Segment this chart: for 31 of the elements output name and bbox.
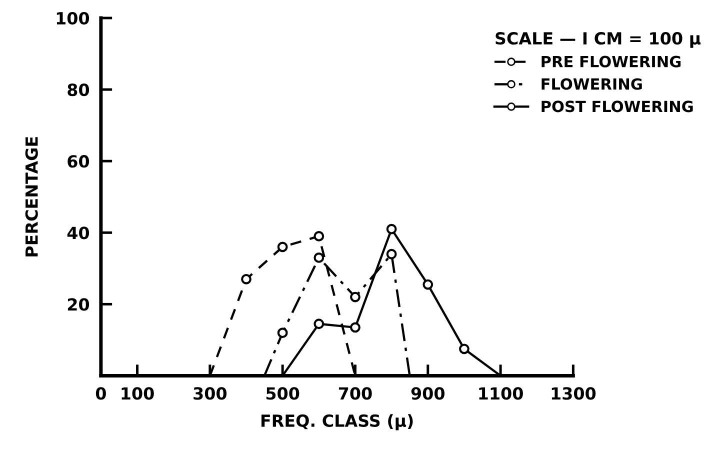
- x-tick-label: 1100: [479, 387, 523, 400]
- y-tick-label: 20: [68, 298, 90, 311]
- point: [386, 248, 397, 260]
- legend-label: PRE FLOWERING: [542, 56, 681, 68]
- x-axis-title: FREQ. CLASS (μ): [261, 414, 413, 430]
- point: [459, 344, 470, 354]
- point: [277, 242, 288, 252]
- x-tick-label: 0: [96, 387, 106, 400]
- point: [277, 328, 288, 338]
- point: [350, 322, 360, 333]
- point: [350, 292, 360, 302]
- legend-title: SCALE — I CM = 100 μ: [496, 32, 701, 48]
- x-tick-label: 700: [338, 387, 372, 400]
- x-tick-label: 1300: [552, 387, 596, 400]
- legend-label: FLOWERING: [542, 78, 642, 90]
- y-tick-label: 40: [67, 226, 90, 240]
- point: [314, 318, 324, 330]
- point: [386, 224, 397, 234]
- point: [314, 252, 324, 263]
- point: [314, 231, 324, 242]
- y-axis-title: PERCENTAGE: [25, 137, 38, 256]
- x-tick-label: 100: [122, 387, 154, 400]
- y-tick-label: 80: [68, 84, 90, 96]
- point: [422, 279, 434, 290]
- y-tick-label: 60: [68, 155, 90, 168]
- point: [241, 274, 252, 284]
- x-tick-label: 500: [266, 387, 300, 400]
- x-tick-label: 900: [411, 387, 444, 400]
- y-tick-label: 100: [56, 12, 90, 25]
- x-tick-label: 300: [194, 387, 227, 400]
- legend-label: POST FLOWERING: [542, 100, 693, 112]
